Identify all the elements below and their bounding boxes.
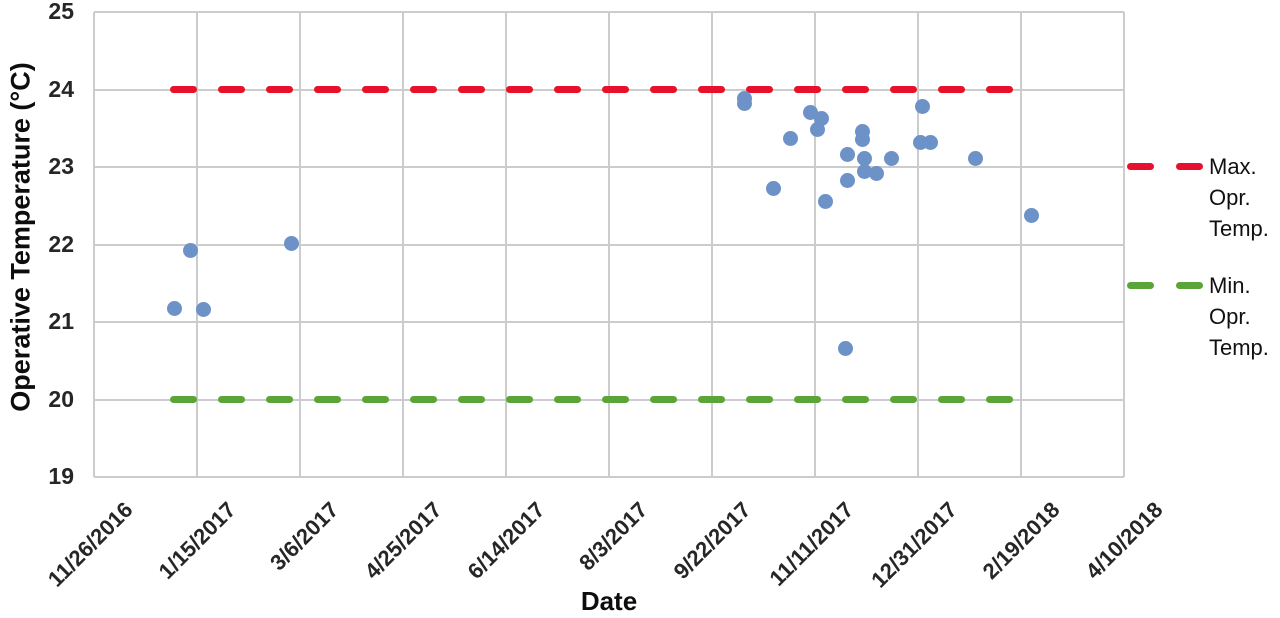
data-point [922, 135, 938, 151]
y-gridline [94, 11, 1124, 13]
ref-line-dash-max [554, 86, 582, 93]
x-gridline [1123, 12, 1125, 477]
y-gridline [94, 243, 1124, 246]
legend-dash-max [1176, 163, 1203, 170]
ref-line-dash-max [170, 86, 198, 93]
ref-line-dash-min [554, 396, 582, 403]
x-tick-label: 3/6/2017 [265, 497, 344, 576]
ref-line-dash-max [314, 86, 342, 93]
data-point [166, 301, 182, 317]
max-temp-dashed-line-icon [1125, 151, 1209, 182]
y-tick-label: 23 [48, 152, 74, 179]
legend-item-max-opr-temp: Max. Opr. Temp. [1125, 151, 1280, 244]
ref-line-dash-min [170, 396, 198, 403]
ref-line-dash-min [218, 396, 246, 403]
y-tick-label: 20 [48, 385, 74, 412]
legend-label-min: Min. Opr. Temp. [1209, 273, 1269, 360]
x-tick-label: 11/26/2016 [42, 497, 138, 592]
y-tick-label: 19 [48, 462, 74, 489]
legend-dash-min [1127, 282, 1154, 289]
ref-line-dash-max [842, 86, 870, 93]
ref-line-dash-max [602, 86, 630, 93]
x-axis-title: Date [580, 586, 638, 616]
ref-line-dash-min [746, 396, 774, 403]
ref-line-dash-min [266, 396, 294, 403]
data-point [817, 193, 833, 209]
ref-line-dash-max [938, 86, 966, 93]
y-tick-label: 25 [48, 0, 74, 24]
y-gridline [94, 166, 1124, 168]
ref-line-dash-min [794, 396, 822, 403]
data-point [883, 150, 899, 166]
ref-line-dash-max [986, 86, 1014, 93]
data-point [737, 95, 753, 111]
data-point [183, 243, 199, 259]
y-gridline [94, 321, 1124, 323]
x-tick-label: 2/19/2018 [977, 497, 1065, 584]
ref-line-dash-min [938, 396, 966, 403]
ref-line-dash-min [410, 396, 438, 403]
x-tick-label: 9/22/2017 [668, 497, 756, 584]
x-tick-label: 6/14/2017 [462, 497, 550, 584]
min-temp-dashed-line-icon [1125, 270, 1209, 301]
ref-line-dash-max [506, 86, 534, 93]
data-point [856, 164, 872, 180]
ref-line-dash-max [266, 86, 294, 93]
y-tick-label: 22 [48, 230, 74, 257]
y-tick-label: 21 [48, 307, 74, 334]
data-point [1023, 207, 1039, 223]
ref-line-dash-max [362, 86, 390, 93]
data-point [968, 150, 984, 166]
data-point [782, 130, 798, 146]
y-gridline [94, 476, 1124, 478]
ref-line-dash-min [890, 396, 918, 403]
legend-dash-min [1176, 282, 1203, 289]
ref-line-dash-max [698, 86, 726, 93]
ref-line-dash-min [458, 396, 486, 403]
ref-line-dash-min [314, 396, 342, 403]
data-point [284, 236, 300, 252]
x-tick-label: 12/31/2017 [866, 497, 962, 593]
data-point [840, 172, 856, 188]
x-tick-label: 4/25/2017 [359, 497, 447, 584]
data-point [195, 302, 211, 318]
data-point [766, 181, 782, 197]
data-point [914, 99, 930, 115]
ref-line-dash-max [746, 86, 774, 93]
data-point [869, 166, 885, 182]
y-tick-label: 24 [48, 75, 74, 102]
x-tick-label: 1/15/2017 [153, 497, 241, 584]
ref-line-dash-min [362, 396, 390, 403]
x-tick-label: 4/10/2018 [1080, 497, 1168, 584]
ref-line-dash-max [650, 86, 678, 93]
data-point [856, 150, 872, 166]
ref-line-dash-min [986, 396, 1014, 403]
x-tick-label: 8/3/2017 [574, 497, 653, 576]
data-point [838, 340, 854, 356]
ref-line-dash-max [458, 86, 486, 93]
data-point [813, 111, 829, 127]
ref-line-dash-min [698, 396, 726, 403]
data-point [854, 131, 870, 147]
data-point [840, 147, 856, 163]
legend-item-min-opr-temp: Min. Opr. Temp. [1125, 270, 1280, 363]
ref-line-dash-min [650, 396, 678, 403]
ref-line-dash-min [602, 396, 630, 403]
legend-label-max: Max. Opr. Temp. [1209, 154, 1269, 241]
ref-line-dash-max [890, 86, 918, 93]
ref-line-dash-max [794, 86, 822, 93]
ref-line-dash-max [410, 86, 438, 93]
x-tick-label: 11/11/2017 [764, 497, 859, 591]
ref-line-dash-max [218, 86, 246, 93]
ref-line-dash-min [842, 396, 870, 403]
ref-line-dash-min [506, 396, 534, 403]
legend-dash-max [1127, 163, 1154, 170]
